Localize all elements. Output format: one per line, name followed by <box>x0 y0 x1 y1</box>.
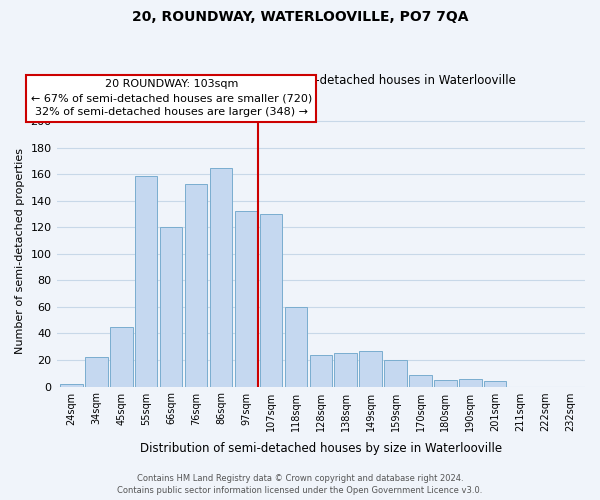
Bar <box>160 228 182 386</box>
Text: 20 ROUNDWAY: 103sqm
← 67% of semi-detached houses are smaller (720)
32% of semi-: 20 ROUNDWAY: 103sqm ← 67% of semi-detach… <box>31 79 312 117</box>
Bar <box>284 307 307 386</box>
Bar <box>385 360 407 386</box>
Bar <box>185 184 208 386</box>
Y-axis label: Number of semi-detached properties: Number of semi-detached properties <box>15 148 25 354</box>
Bar <box>210 168 232 386</box>
Bar <box>484 381 506 386</box>
Bar <box>434 380 457 386</box>
Bar <box>459 378 482 386</box>
Bar <box>135 176 157 386</box>
Text: 20, ROUNDWAY, WATERLOOVILLE, PO7 7QA: 20, ROUNDWAY, WATERLOOVILLE, PO7 7QA <box>132 10 468 24</box>
Bar <box>310 354 332 386</box>
Text: Contains HM Land Registry data © Crown copyright and database right 2024.
Contai: Contains HM Land Registry data © Crown c… <box>118 474 482 495</box>
Bar <box>235 212 257 386</box>
Bar <box>85 358 107 386</box>
Bar <box>260 214 282 386</box>
Bar <box>409 374 431 386</box>
Title: Size of property relative to semi-detached houses in Waterlooville: Size of property relative to semi-detach… <box>125 74 516 87</box>
Bar <box>60 384 83 386</box>
Bar <box>110 327 133 386</box>
X-axis label: Distribution of semi-detached houses by size in Waterlooville: Distribution of semi-detached houses by … <box>140 442 502 455</box>
Bar <box>334 354 357 386</box>
Bar <box>359 350 382 386</box>
